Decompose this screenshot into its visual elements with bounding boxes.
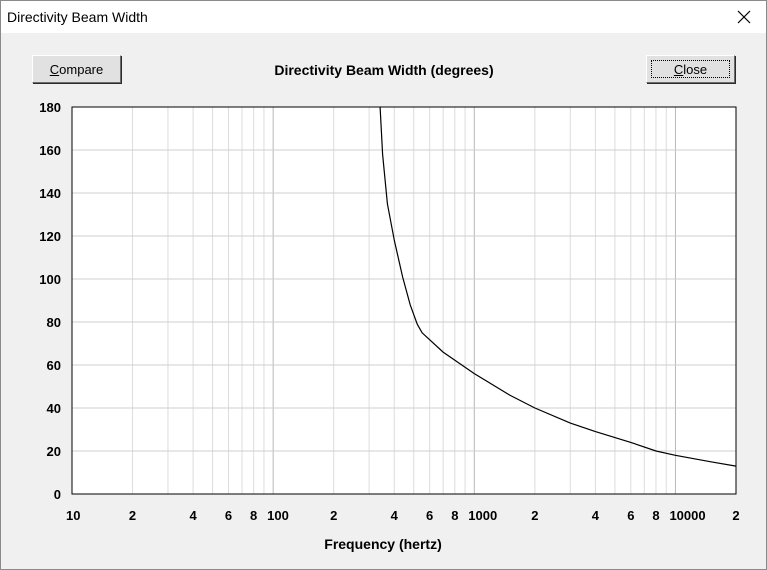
close-icon [737, 10, 751, 24]
x-tick-label: 6 [225, 508, 232, 523]
x-tick-label: 10 [66, 508, 80, 523]
x-tick-label: 4 [592, 508, 600, 523]
x-tick-label: 6 [627, 508, 634, 523]
chart-title: Directivity Beam Width (degrees) [274, 62, 494, 78]
x-axis-ticks: 10 2 4 6 8 100 2 4 6 8 1000 2 4 6 8 10000 2 [66, 508, 740, 523]
focus-rectangle [651, 60, 730, 78]
x-tick-label: 6 [426, 508, 433, 523]
close-button-label: Close [673, 61, 708, 77]
plot-frame [71, 106, 737, 495]
window-title: Directivity Beam Width [7, 9, 148, 25]
x-tick-label: 4 [391, 508, 399, 523]
x-tick-label: 100 [267, 508, 289, 523]
y-tick-label: 160 [39, 143, 61, 158]
y-tick-label: 140 [39, 186, 61, 201]
x-tick-label: 4 [189, 508, 197, 523]
y-tick-label: 180 [39, 100, 61, 115]
x-axis-label: Frequency (hertz) [324, 536, 442, 552]
y-tick-label: 60 [47, 358, 61, 373]
window-close-button[interactable] [722, 1, 766, 33]
compare-button[interactable]: Compare [32, 55, 121, 83]
x-tick-label: 2 [732, 508, 739, 523]
y-axis-ticks: 180 160 140 120 100 80 60 40 20 0 [39, 100, 61, 502]
y-tick-label: 100 [39, 272, 61, 287]
x-tick-label: 10000 [669, 508, 705, 523]
beam-width-series-line [379, 106, 737, 467]
close-button[interactable]: Close [646, 55, 735, 83]
x-tick-label: 8 [451, 508, 458, 523]
series-layer [379, 106, 737, 467]
y-tick-label: 80 [47, 315, 61, 330]
plot-area [72, 107, 736, 494]
x-tick-label: 8 [652, 508, 659, 523]
y-tick-label: 120 [39, 229, 61, 244]
x-tick-label: 2 [129, 508, 136, 523]
x-tick-label: 1000 [468, 508, 497, 523]
x-tick-label: 2 [531, 508, 538, 523]
title-bar: Directivity Beam Width [1, 1, 766, 33]
y-tick-label: 20 [47, 444, 61, 459]
y-tick-label: 40 [47, 401, 61, 416]
x-tick-label: 8 [250, 508, 257, 523]
x-tick-label: 2 [330, 508, 337, 523]
grid-lines [72, 107, 736, 494]
y-tick-label: 0 [54, 487, 61, 502]
compare-button-label: Compare [49, 61, 104, 77]
